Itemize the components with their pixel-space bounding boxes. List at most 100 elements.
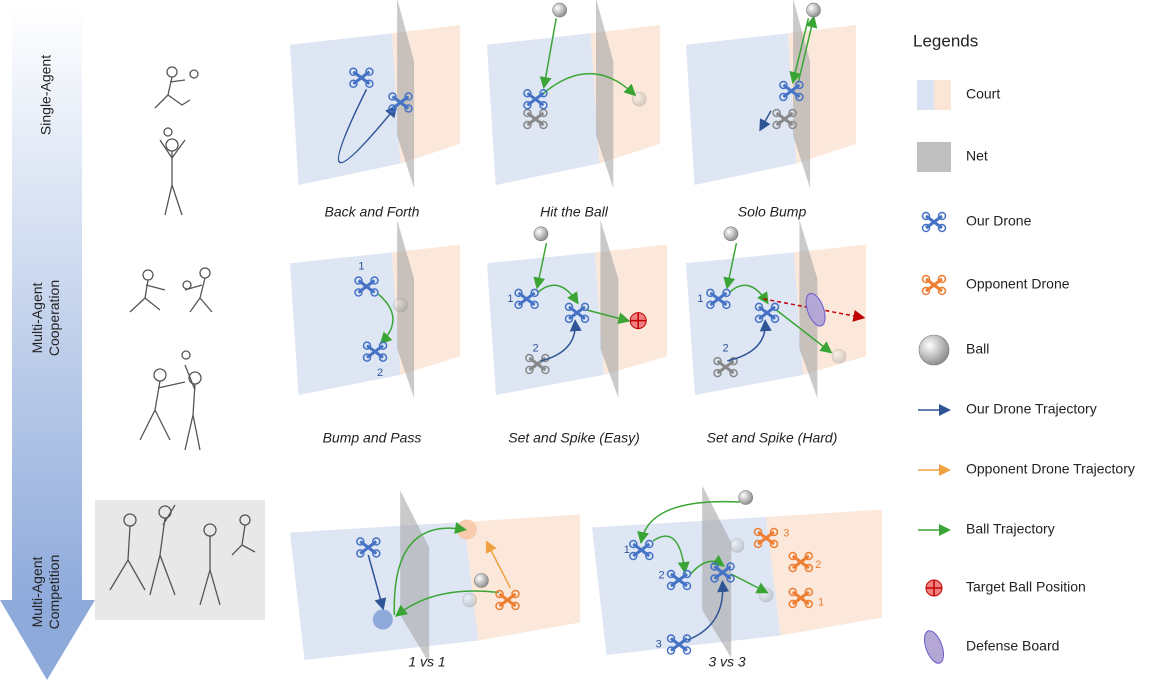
drone-rotor	[362, 341, 372, 350]
defense-board	[923, 630, 945, 664]
drone-rotor	[726, 562, 735, 571]
row-label: Multi-Agent Cooperation	[29, 280, 62, 356]
drone-rotor	[349, 79, 358, 88]
task-panel	[290, 0, 460, 189]
drone-rotor	[666, 569, 676, 579]
trajectory	[797, 15, 818, 83]
drone-rotor	[354, 276, 363, 285]
trajectory	[775, 309, 833, 354]
ball	[806, 2, 821, 18]
net	[400, 490, 430, 663]
task-caption: Set and Spike (Hard)	[707, 430, 838, 446]
drone-rotor	[804, 563, 814, 573]
drone-rotor	[372, 549, 381, 558]
drone-rotor	[769, 527, 779, 537]
legend-item: Ball Trajectory	[918, 521, 1055, 537]
drone-index: 3	[656, 638, 662, 650]
trajectory	[539, 18, 557, 89]
opponent-drone	[495, 589, 520, 611]
legend-item: Court	[917, 80, 1000, 110]
legend-court	[917, 80, 934, 110]
trajectory	[393, 522, 467, 616]
legend-label: Defense Board	[966, 638, 1059, 654]
trajectory	[540, 319, 582, 362]
drone-rotor	[495, 601, 504, 611]
drone-rotor	[788, 563, 798, 573]
legend-label: Net	[966, 148, 988, 164]
legend-label: Our Drone Trajectory	[966, 401, 1097, 417]
drone-rotor	[726, 574, 735, 583]
drone-rotor	[921, 274, 931, 284]
trajectory	[690, 554, 725, 575]
our-drone	[666, 569, 692, 591]
drone-rotor	[378, 353, 388, 362]
legend-opponent-drone	[921, 274, 947, 296]
our-drone	[349, 67, 374, 88]
drone-rotor	[378, 341, 388, 350]
task-caption: Bump and Pass	[323, 430, 422, 446]
drone-rotor	[645, 539, 654, 549]
drone-rotor	[539, 108, 548, 118]
drone-rotor	[713, 356, 722, 366]
legend-label: Target Ball Position	[966, 579, 1086, 595]
drone-rotor	[514, 288, 523, 298]
drone-rotor	[779, 92, 788, 102]
task-panel	[290, 490, 580, 663]
legend-court	[934, 80, 951, 110]
drone-rotor	[729, 356, 738, 366]
row-label-line: Single-Agent	[38, 55, 54, 135]
row-label: Multi-Agent Competition	[29, 555, 62, 630]
our-drone	[706, 288, 731, 310]
our-drone	[354, 276, 379, 297]
drone-rotor	[525, 365, 534, 375]
drone-rotor	[514, 300, 523, 310]
legend-title: Legends	[913, 31, 978, 50]
task-panel: 12	[487, 219, 667, 399]
court-our-side	[290, 522, 479, 660]
court-our-side	[686, 33, 797, 186]
defense-board	[805, 293, 826, 327]
drone-rotor	[388, 92, 397, 101]
trajectory	[541, 73, 637, 97]
ghost-drone	[523, 108, 548, 130]
our-drone	[629, 539, 654, 561]
drone-rotor	[523, 108, 532, 118]
drone-rotor	[772, 120, 781, 130]
drone-rotor	[388, 104, 397, 113]
drone-index: 1	[818, 596, 824, 608]
ball	[729, 538, 745, 553]
legend-label: Ball Trajectory	[966, 521, 1055, 537]
drone-rotor	[710, 562, 719, 571]
trajectory	[585, 309, 631, 325]
drone-rotor	[682, 581, 692, 591]
legend-item: Target Ball Position	[925, 579, 1086, 597]
drone-rotor	[564, 302, 574, 312]
drone-rotor	[523, 120, 532, 130]
trajectory	[730, 573, 769, 594]
ball	[738, 490, 754, 505]
drone-rotor	[666, 646, 676, 655]
task-panel: 1 2 3 3 2 1	[592, 485, 882, 658]
legend-item: Our Drone	[921, 211, 1032, 233]
legend-item: Opponent Drone Trajectory	[918, 461, 1135, 477]
trajectory	[337, 88, 398, 164]
trajectory	[687, 580, 730, 641]
court-our-side	[686, 252, 803, 395]
drone-rotor	[349, 67, 358, 76]
drone-rotor	[804, 587, 814, 597]
drone-rotor	[580, 302, 590, 312]
drone-index: 1	[624, 544, 630, 556]
net	[600, 219, 619, 399]
drone-rotor	[682, 569, 692, 579]
ball	[533, 226, 549, 242]
ball	[723, 226, 739, 242]
our-drone	[388, 92, 413, 113]
drone-rotor	[795, 80, 804, 90]
drone-rotor	[937, 223, 947, 233]
ghost-drone	[772, 108, 797, 130]
task-caption: 3 vs 3	[708, 654, 746, 670]
drone-rotor	[525, 353, 534, 363]
legend-label: Ball	[966, 341, 989, 357]
drone-rotor	[921, 286, 931, 296]
drone-index: 2	[659, 569, 665, 581]
